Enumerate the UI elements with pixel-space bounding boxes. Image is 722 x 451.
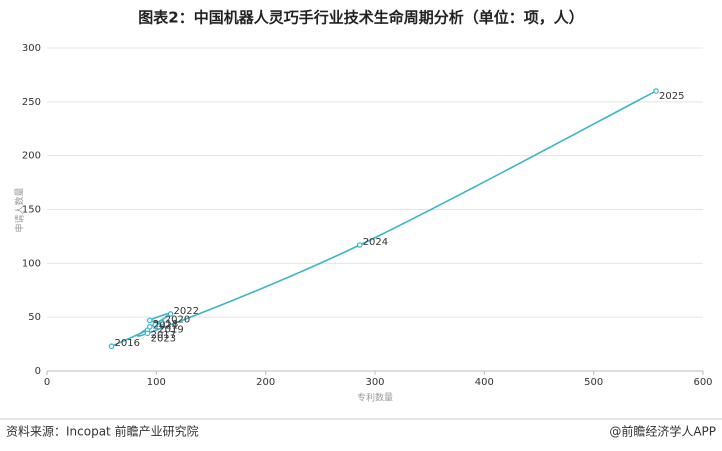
x-tick-label: 100 — [147, 377, 166, 388]
point — [167, 311, 174, 317]
point-label: 2020 — [165, 315, 190, 326]
point-label: 2021 — [153, 320, 178, 331]
point — [152, 321, 159, 328]
point — [144, 330, 151, 337]
point-label: 2025 — [659, 91, 684, 102]
y-tick-label: 200 — [22, 151, 41, 162]
point — [356, 242, 363, 248]
point-label: 2022 — [174, 306, 199, 317]
point — [159, 319, 165, 326]
point-label: 2019 — [158, 325, 183, 336]
point-label: 2017 — [151, 330, 176, 341]
point — [653, 88, 659, 94]
x-tick-label: 400 — [475, 377, 494, 388]
point-label: 2016 — [115, 338, 140, 349]
x-tick-label: 500 — [584, 377, 603, 388]
y-axis-label: 申请人数量 — [14, 187, 26, 232]
point-label: 2018 — [153, 319, 178, 330]
y-tick-label: 250 — [22, 97, 41, 108]
y-tick-label: 0 — [35, 366, 41, 377]
x-tick-label: 200 — [256, 377, 275, 388]
point-label: 2023 — [151, 333, 176, 344]
point-label: 2024 — [363, 237, 388, 248]
x-tick-label: 0 — [44, 377, 50, 388]
y-tick-label: 150 — [22, 205, 41, 216]
x-axis-label: 专利数量 — [357, 392, 393, 404]
y-tick-label: 50 — [28, 312, 41, 323]
x-tick-label: 600 — [693, 377, 712, 388]
chart-title: 图表2：中国机器人灵巧手行业技术生命周期分析（单位：项，人） — [138, 9, 583, 27]
footer-credit: @前瞻经济学人APP — [609, 424, 716, 439]
x-tick-label: 300 — [365, 377, 384, 388]
y-tick-label: 300 — [22, 43, 41, 54]
point — [108, 343, 115, 350]
point — [146, 317, 153, 324]
point — [146, 324, 153, 330]
footer-source: 资料来源：Incopat 前瞻产业研究院 — [6, 424, 199, 439]
y-tick-label: 100 — [22, 258, 41, 269]
